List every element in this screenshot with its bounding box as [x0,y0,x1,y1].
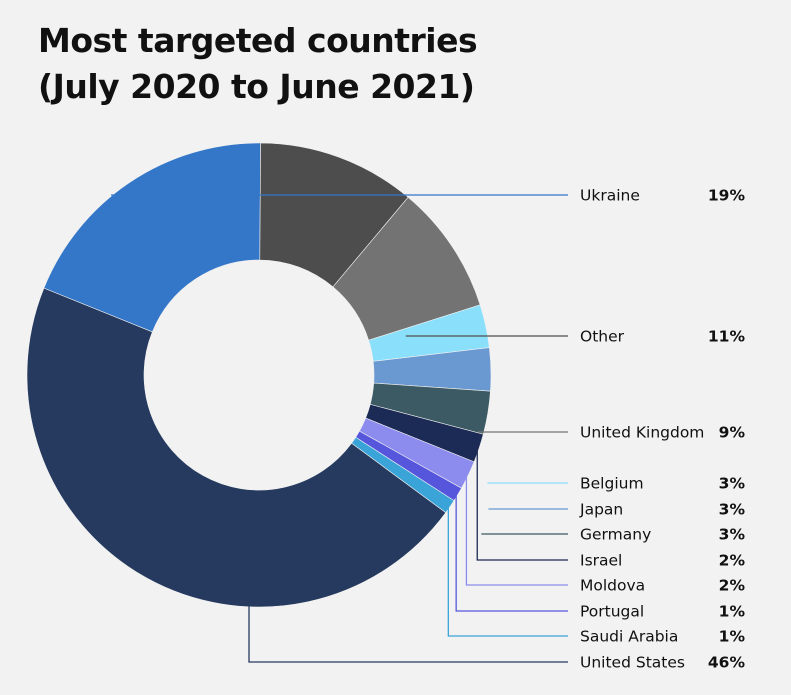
slice-label-belgium: Belgium [580,475,644,493]
slice-label-portugal: Portugal [580,603,644,621]
slice-label-japan: Japan [579,501,623,519]
slice-value-united-kingdom: 9% [719,424,746,442]
chart-title: Most targeted countries (July 2020 to Ju… [38,18,478,110]
leader-line-saudi-arabia [447,505,568,637]
slice-label-ukraine: Ukraine [580,187,640,205]
slice-label-germany: Germany [580,526,651,544]
slice-value-moldova: 2% [719,577,746,595]
slice-label-saudi-arabia: Saudi Arabia [580,628,678,646]
chart-title-line-1: Most targeted countries [38,21,478,60]
leader-line-moldova [465,474,568,586]
slice-value-belgium: 3% [719,475,746,493]
slice-value-ukraine: 19% [708,187,746,205]
slice-label-united-kingdom: United Kingdom [580,424,704,442]
chart-title-line-2: (July 2020 to June 2021) [38,67,475,106]
slice-value-israel: 2% [719,552,746,570]
slice-value-germany: 3% [719,526,746,544]
slice-value-united-states: 46% [708,654,746,672]
slice-label-israel: Israel [580,552,622,570]
leader-line-portugal [455,493,568,612]
leader-line-israel [476,447,568,561]
slice-united-states [26,287,447,608]
slice-value-other: 11% [708,328,746,346]
slice-value-saudi-arabia: 1% [719,628,746,646]
slice-label-other: Other [580,328,625,346]
slice-label-moldova: Moldova [580,577,645,595]
slice-ukraine [43,142,261,333]
slice-value-portugal: 1% [719,603,746,621]
slice-label-united-states: United States [580,654,685,672]
leader-line-united-states [248,602,568,663]
slice-value-japan: 3% [719,501,746,519]
